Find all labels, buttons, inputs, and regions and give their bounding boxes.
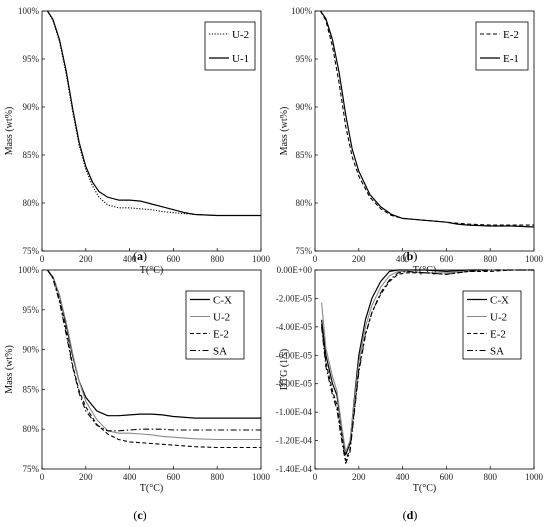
x-tick-label: 200: [352, 254, 366, 264]
y-tick-label: -4.00E-05: [276, 322, 313, 332]
y-tick-label: 90%: [296, 102, 313, 112]
legend-label: U-2: [213, 312, 230, 324]
legend-label: C-X: [490, 295, 509, 307]
y-axis-label: Mass (wt%): [279, 107, 290, 156]
x-tick-label: 800: [483, 254, 497, 264]
y-tick-label: 85%: [296, 150, 313, 160]
y-tick-label: 75%: [23, 464, 40, 474]
x-axis-label: T(°C): [140, 265, 163, 276]
y-tick-label: 75%: [23, 246, 40, 256]
plot-frame: [41, 269, 262, 470]
y-tick-label: 80%: [23, 424, 40, 434]
legend-label: E-2: [213, 329, 229, 341]
plot-frame: [41, 10, 262, 252]
x-tick-label: 0: [40, 254, 45, 264]
y-tick-label: 80%: [23, 198, 40, 208]
x-tick-label: 600: [167, 254, 181, 264]
x-tick-label: 800: [483, 472, 497, 482]
y-tick-label: 100%: [291, 6, 313, 16]
panel-label: (d): [403, 508, 418, 522]
panel-label: (a): [133, 249, 147, 263]
y-tick-label: 95%: [23, 54, 40, 64]
legend-label: E-1: [503, 53, 519, 65]
x-tick-label: 1000: [525, 472, 544, 482]
y-tick-label: -1.20E-04: [276, 436, 313, 446]
panel-label: (c): [133, 508, 146, 522]
y-tick-label: 85%: [23, 150, 40, 160]
x-tick-label: 600: [440, 254, 454, 264]
y-tick-label: 85%: [23, 384, 40, 394]
legend-box: [185, 290, 245, 360]
legend-label: U-2: [490, 312, 507, 324]
x-tick-label: 400: [396, 472, 410, 482]
y-tick-label: 100%: [18, 265, 40, 275]
chart-panel-4: -1.40E-04 -1.20E-04 -1.00E-04 -8.00E-05 -6.0…: [276, 265, 544, 522]
y-tick-label: 80%: [296, 198, 313, 208]
series-line-sa: [47, 269, 261, 432]
legend-label: U-2: [232, 29, 249, 41]
series-line-e-1: [320, 10, 535, 228]
legend-box: [462, 290, 522, 360]
x-tick-label: 600: [167, 472, 181, 482]
y-tick-label: 95%: [23, 305, 40, 315]
x-tick-label: 0: [40, 472, 45, 482]
x-tick-label: 200: [79, 472, 93, 482]
y-tick-label: 0.00E+00: [277, 265, 313, 275]
x-axis-label: T(°C): [140, 483, 163, 494]
legend-box: [475, 21, 529, 71]
x-tick-label: 200: [79, 254, 93, 264]
series-line-u-1: [46, 10, 261, 217]
x-tick-label: 1000: [525, 254, 544, 264]
x-tick-label: 400: [123, 472, 137, 482]
y-tick-label: 90%: [23, 102, 40, 112]
x-tick-label: 0: [313, 254, 318, 264]
series-line-u-2: [47, 269, 261, 441]
y-axis-label: Mass (wt%): [4, 345, 15, 394]
legend-label: SA: [213, 346, 227, 358]
y-tick-label: -1.40E-04: [276, 464, 313, 474]
x-tick-label: 1000: [252, 472, 271, 482]
legend-label: E-2: [490, 329, 506, 341]
x-tick-label: 0: [313, 472, 318, 482]
x-axis-label: T(°C): [413, 483, 436, 494]
x-tick-label: 800: [210, 254, 224, 264]
legend-label: U-1: [232, 53, 249, 65]
chart-panel-2: 75%80%85%90%95%100%0 200 400 600 800 1000T(°C…: [279, 6, 544, 276]
y-tick-label: -2.00E-05: [276, 293, 313, 303]
x-tick-label: 400: [396, 254, 410, 264]
x-tick-label: 800: [210, 472, 224, 482]
y-tick-label: -6.00E-05: [276, 350, 313, 360]
x-tick-label: 200: [352, 472, 366, 482]
legend-label: SA: [490, 346, 504, 358]
plot-frame: [314, 10, 535, 252]
legend-label: C-X: [213, 295, 232, 307]
chart-panel-1: 75%80%85%90%95%100%0 200 400 600 800 1000T(°C…: [4, 6, 271, 276]
legend-label: E-2: [503, 29, 519, 41]
y-tick-label: 100%: [18, 6, 40, 16]
x-tick-label: 400: [123, 254, 137, 264]
y-tick-label: -1.00E-04: [276, 407, 313, 417]
y-axis-label: Mass (wt%): [4, 107, 15, 156]
y-tick-label: 90%: [23, 345, 40, 355]
y-tick-label: -8.00E-05: [276, 379, 313, 389]
series-line-e-2: [47, 269, 261, 449]
y-axis-label: DTG (1/s): [279, 349, 290, 390]
chart-panel-3: 75% 80% 85% 90% 95% 100% 0 200 400 600 800 1000 T(°C…: [4, 265, 271, 522]
panel-label: (b): [403, 249, 418, 263]
y-tick-label: 95%: [296, 54, 313, 64]
legend-box: [204, 21, 256, 71]
x-tick-label: 600: [440, 472, 454, 482]
series-line-sa: [321, 269, 534, 464]
x-tick-label: 1000: [252, 254, 271, 264]
y-tick-label: 75%: [296, 246, 313, 256]
